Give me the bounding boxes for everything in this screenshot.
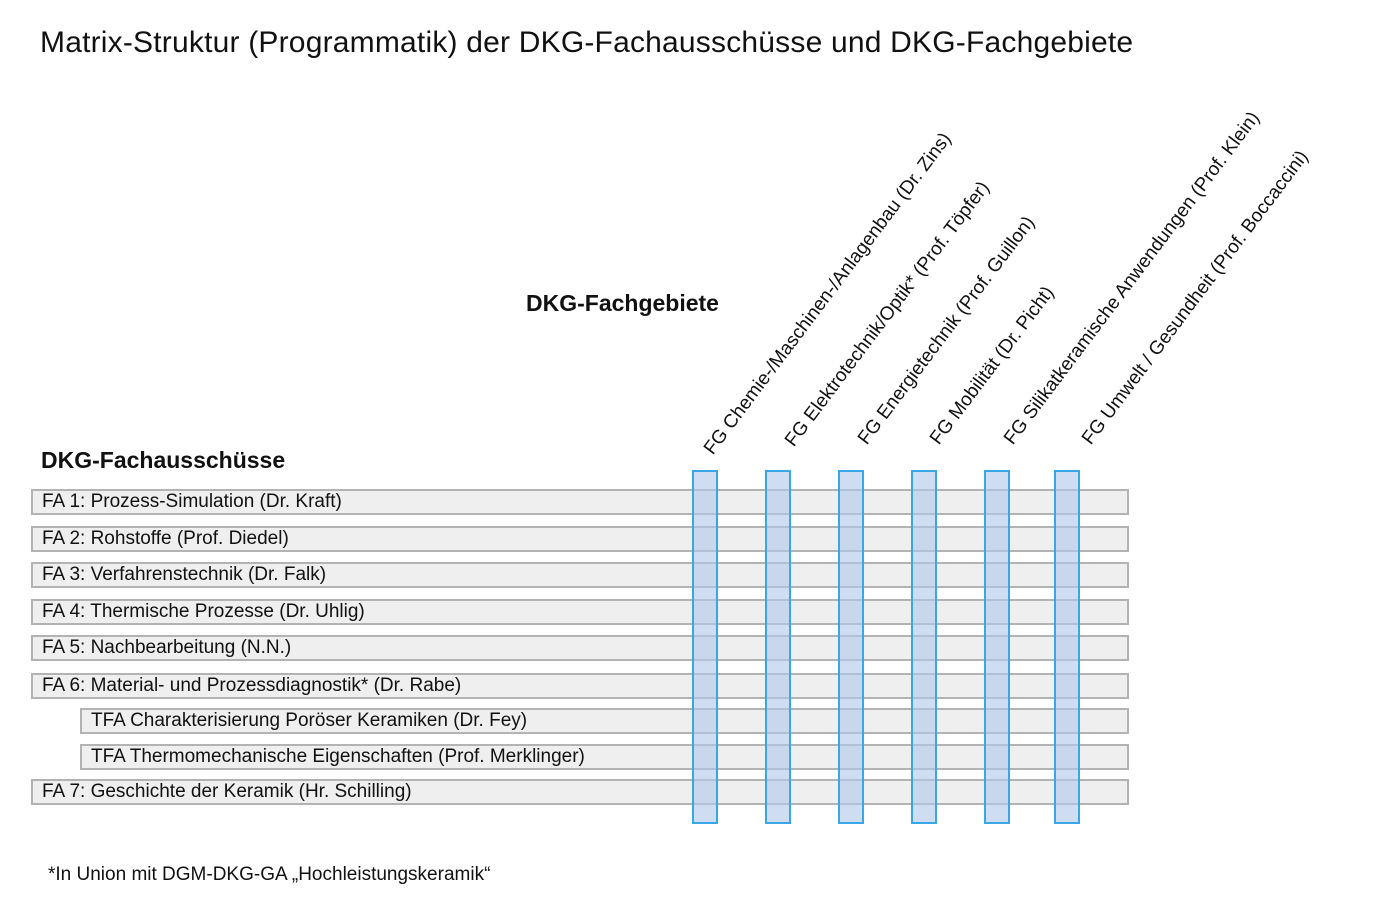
fachausschuss-row-tfa-thermomechanisch: TFA Thermomechanische Eigenschaften (Pro… xyxy=(80,744,1129,770)
fachausschuss-row-fa7: FA 7: Geschichte der Keramik (Hr. Schill… xyxy=(31,779,1129,805)
fachausschuss-row-tfa-porous: TFA Charakterisierung Poröser Keramiken … xyxy=(80,708,1129,734)
fachgebiet-column-energietechnik xyxy=(838,470,864,824)
fachgebiet-column-silikatkeramik xyxy=(984,470,1010,824)
fachgebiete-heading: DKG-Fachgebiete xyxy=(526,290,719,316)
fachgebiet-column-umwelt xyxy=(1054,470,1080,824)
fachausschuesse-heading: DKG-Fachausschüsse xyxy=(41,447,286,473)
page-title: Matrix-Struktur (Programmatik) der DKG-F… xyxy=(40,26,1134,59)
fachgebiet-column-mobilitaet xyxy=(911,470,937,824)
footnote: *In Union mit DGM-DKG-GA „Hochleistungsk… xyxy=(48,864,491,885)
fachgebiet-label-mobilitaet: FG Mobilität (Dr. Picht) xyxy=(926,282,1059,449)
fachausschuss-row-fa3: FA 3: Verfahrenstechnik (Dr. Falk) xyxy=(31,562,1129,588)
fachausschuss-row-fa2: FA 2: Rohstoffe (Prof. Diedel) xyxy=(31,526,1129,552)
fachgebiet-column-elektrotechnik xyxy=(765,470,791,824)
fachausschuss-row-fa4: FA 4: Thermische Prozesse (Dr. Uhlig) xyxy=(31,599,1129,625)
fachgebiet-column-chemie xyxy=(692,470,718,824)
fachausschuss-row-fa6: FA 6: Material- und Prozessdiagnostik* (… xyxy=(31,673,1129,699)
fachausschuss-row-fa1: FA 1: Prozess-Simulation (Dr. Kraft) xyxy=(31,489,1129,515)
fachausschuss-row-fa5: FA 5: Nachbearbeitung (N.N.) xyxy=(31,635,1129,661)
